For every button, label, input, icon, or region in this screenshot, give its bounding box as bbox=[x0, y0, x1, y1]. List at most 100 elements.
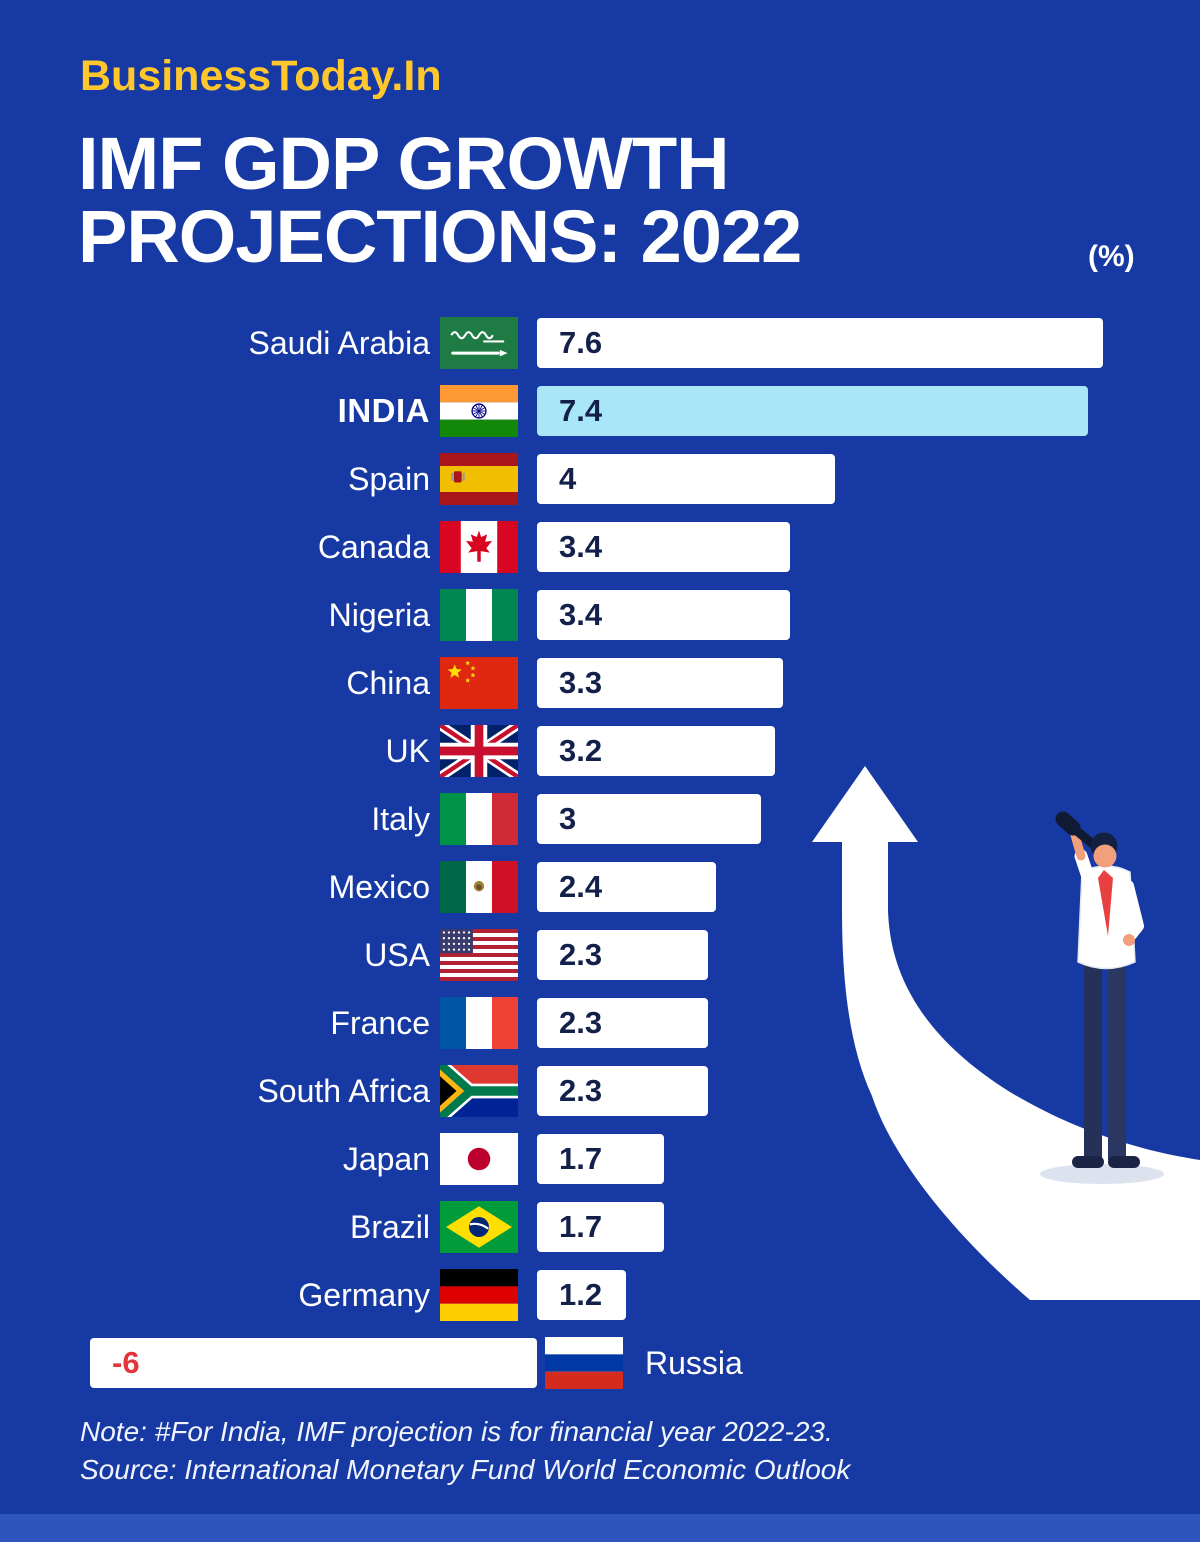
chart-row-russia: -6 Russia bbox=[0, 1337, 1200, 1389]
bar-value-label: 2.3 bbox=[559, 1005, 603, 1040]
flag-italy bbox=[440, 793, 518, 845]
bar-nigeria: 3.4 bbox=[537, 590, 790, 640]
source-note: Source: International Monetary Fund Worl… bbox=[80, 1454, 851, 1485]
chart-row-brazil: Brazil 1.7 bbox=[0, 1201, 1200, 1253]
brand-logo: BusinessToday.In bbox=[80, 52, 442, 100]
bar-brazil: 1.7 bbox=[537, 1202, 664, 1252]
flag-germany bbox=[440, 1269, 518, 1321]
bar-value-label: 7.4 bbox=[559, 393, 603, 428]
country-label: South Africa bbox=[257, 1073, 430, 1109]
country-label: Japan bbox=[342, 1141, 430, 1177]
flag-brazil bbox=[440, 1201, 518, 1253]
bar-value-label: 3.3 bbox=[559, 665, 603, 700]
bar-value-label: -6 bbox=[112, 1345, 140, 1380]
growth-illustration bbox=[812, 766, 1200, 1300]
country-label: Germany bbox=[298, 1277, 430, 1313]
bar-russia: -6 bbox=[90, 1338, 537, 1388]
left-leg bbox=[1084, 960, 1102, 1160]
bar-value-label: 2.4 bbox=[559, 869, 603, 904]
bar-italy: 3 bbox=[537, 794, 761, 844]
chart-row-india: INDIA 7.4 bbox=[0, 385, 1200, 437]
chart-row-nigeria: Nigeria 3.4 bbox=[0, 589, 1200, 641]
left-shoe bbox=[1072, 1156, 1104, 1168]
chart-row-uk: UK 3.2 bbox=[0, 725, 1200, 777]
bar-value-label: 1.2 bbox=[559, 1277, 603, 1312]
hip-arm bbox=[1122, 880, 1144, 942]
chart-row-germany: Germany 1.2 bbox=[0, 1269, 1200, 1321]
bar-spain: 4 bbox=[537, 454, 835, 504]
face bbox=[1093, 844, 1117, 868]
bar-china: 3.3 bbox=[537, 658, 783, 708]
country-label: France bbox=[330, 1005, 430, 1041]
shadow-ellipse bbox=[1040, 1164, 1164, 1184]
page-title: IMF GDP GROWTH PROJECTIONS: 2022 bbox=[78, 127, 802, 274]
chart-row-italy: Italy 3 bbox=[0, 793, 1200, 845]
flag-india bbox=[440, 385, 518, 437]
country-label: USA bbox=[364, 937, 430, 973]
country-label: Canada bbox=[317, 529, 430, 565]
chart-row-canada: Canada 3.4 bbox=[0, 521, 1200, 573]
unit-label: (%) bbox=[1088, 240, 1135, 273]
chart-row-japan: Japan 1.7 bbox=[0, 1133, 1200, 1185]
raised-forearm bbox=[1070, 830, 1086, 861]
hip-hand bbox=[1123, 934, 1135, 946]
country-label: China bbox=[346, 665, 430, 701]
bar-france: 2.3 bbox=[537, 998, 708, 1048]
flag-south-africa bbox=[440, 1065, 518, 1117]
flag-uk bbox=[440, 725, 518, 777]
country-label: UK bbox=[385, 733, 430, 769]
country-label: Saudi Arabia bbox=[248, 325, 430, 361]
bar-value-label: 2.3 bbox=[559, 937, 603, 972]
bar-germany: 1.2 bbox=[537, 1270, 626, 1320]
flag-mexico bbox=[440, 861, 518, 913]
chart-row-china: China 3.3 bbox=[0, 657, 1200, 709]
bar-south-africa: 2.3 bbox=[537, 1066, 708, 1116]
chart-row-mexico: Mexico 2.4 bbox=[0, 861, 1200, 913]
chart-row-usa: USA 2.3 bbox=[0, 929, 1200, 981]
right-shoe bbox=[1108, 1156, 1140, 1168]
flag-japan bbox=[440, 1133, 518, 1185]
flag-nigeria bbox=[440, 589, 518, 641]
bar-value-label: 1.7 bbox=[559, 1209, 603, 1244]
bar-uk: 3.2 bbox=[537, 726, 775, 776]
flag-china bbox=[440, 657, 518, 709]
title-line-1: IMF GDP GROWTH bbox=[78, 122, 730, 205]
country-label: Russia bbox=[645, 1345, 743, 1381]
bar-india: 7.4 bbox=[537, 386, 1088, 436]
bar-value-label: 3.4 bbox=[559, 597, 603, 632]
country-label: Mexico bbox=[328, 869, 430, 905]
flag-france bbox=[440, 997, 518, 1049]
right-leg bbox=[1108, 960, 1126, 1160]
country-label: INDIA bbox=[337, 392, 430, 429]
bar-value-label: 7.6 bbox=[559, 325, 603, 360]
bar-value-label: 3.4 bbox=[559, 529, 603, 564]
chart-row-south-africa: South Africa 2.3 bbox=[0, 1065, 1200, 1117]
bar-canada: 3.4 bbox=[537, 522, 790, 572]
country-label: Brazil bbox=[349, 1209, 430, 1245]
flag-russia bbox=[545, 1337, 623, 1389]
country-label: Spain bbox=[348, 461, 430, 497]
bar-mexico: 2.4 bbox=[537, 862, 716, 912]
chart-row-saudi-arabia: Saudi Arabia 7.6 bbox=[0, 317, 1200, 369]
businessman-figure bbox=[1040, 811, 1164, 1184]
raised-arm-sleeve bbox=[1074, 849, 1098, 893]
country-label: Nigeria bbox=[328, 597, 430, 633]
flag-saudi-arabia bbox=[440, 317, 518, 369]
country-label: Italy bbox=[371, 801, 430, 837]
bar-value-label: 2.3 bbox=[559, 1073, 603, 1108]
flag-canada bbox=[440, 521, 518, 573]
bar-value-label: 3.2 bbox=[559, 733, 603, 768]
bar-saudi-arabia: 7.6 bbox=[537, 318, 1103, 368]
flag-spain bbox=[440, 453, 518, 505]
bar-usa: 2.3 bbox=[537, 930, 708, 980]
bar-value-label: 3 bbox=[559, 801, 577, 836]
bar-chart: Saudi Arabia 7.6 INDIA 7.4 Spain 4 Canada 3.4 Ni… bbox=[0, 317, 1200, 1408]
title-line-2: PROJECTIONS: 2022 bbox=[78, 194, 802, 278]
chart-row-spain: Spain 4 bbox=[0, 453, 1200, 505]
red-tie bbox=[1098, 870, 1113, 936]
bar-japan: 1.7 bbox=[537, 1134, 664, 1184]
footnote: Note: #For India, IMF projection is for … bbox=[80, 1416, 833, 1447]
flag-usa bbox=[440, 929, 518, 981]
chart-row-france: France 2.3 bbox=[0, 997, 1200, 1049]
